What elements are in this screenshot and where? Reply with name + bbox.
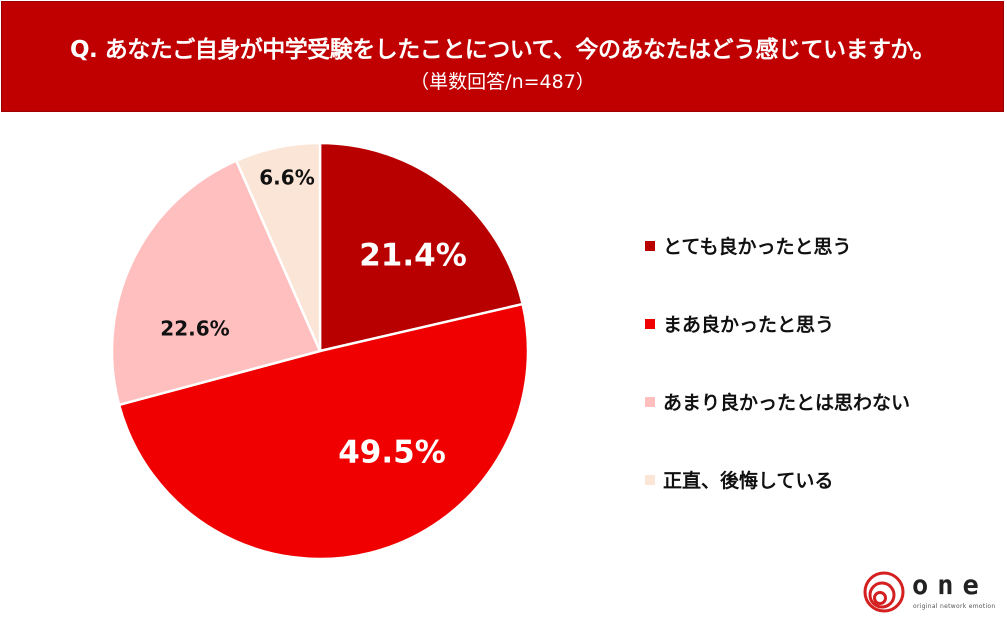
slice-value-label: 6.6% (259, 166, 314, 190)
slice-value-label: 49.5% (338, 435, 446, 471)
pie-slice (117, 302, 530, 561)
legend-swatch (645, 474, 655, 485)
question-header: Q. あなたご自身が中学受験をしたことについて、今のあなたはどう感じていますか。… (1, 1, 1004, 112)
legend-item-very-good: とても良かったと思う (645, 232, 851, 259)
pie-slice (318, 141, 525, 353)
legend-item-somewhat-good: まあ良かったと思う (645, 310, 834, 337)
legend-item-not-good: あまり良かったとは思わない (645, 388, 910, 415)
sample-size-note: （単数回答/n=487） (410, 71, 595, 93)
legend-swatch (645, 396, 655, 407)
spiral-logo-icon (863, 571, 905, 613)
question-title: Q. あなたご自身が中学受験をしたことについて、今のあなたはどう感じていますか。 (70, 37, 936, 63)
legend-label: まあ良かったと思う (663, 314, 835, 336)
legend-swatch (645, 318, 655, 329)
company-logo: one original network emotion (862, 570, 1002, 615)
pie-labels: 21.4% 49.5% 22.6% 6.6% (160, 166, 466, 471)
pie-slice (110, 158, 322, 407)
pie-slice (234, 141, 322, 352)
logo-wordmark: one (912, 570, 988, 601)
logo-tagline: original network emotion (913, 603, 996, 610)
legend-swatch (645, 240, 655, 251)
legend-label: あまり良かったとは思わない (663, 392, 911, 414)
legend-item-regret: 正直、後悔している (645, 466, 833, 493)
slice-value-label: 21.4% (359, 238, 467, 274)
legend-label: 正直、後悔している (663, 470, 834, 492)
pie-slices (110, 141, 530, 561)
slice-value-label: 22.6% (160, 317, 229, 341)
legend-label: とても良かったと思う (663, 236, 852, 258)
